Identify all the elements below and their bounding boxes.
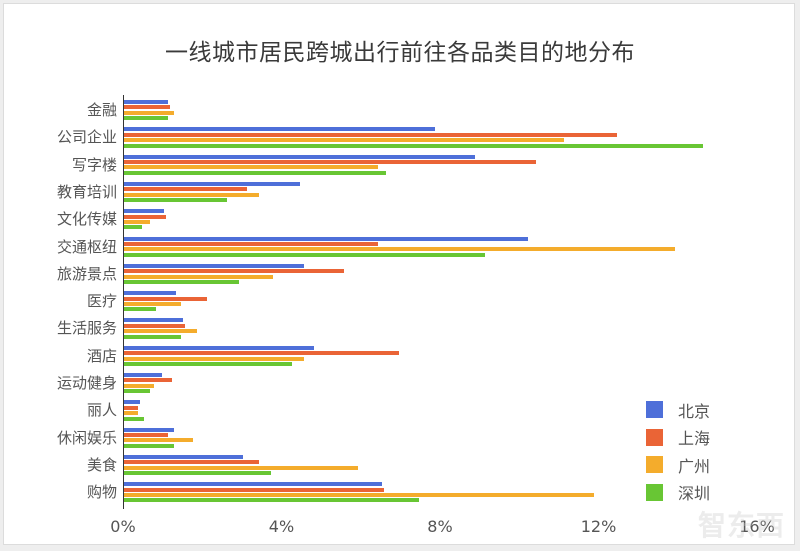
bar [124, 378, 172, 383]
y-category-label: 酒店 [86, 346, 117, 365]
bar [124, 307, 156, 312]
bar [124, 187, 247, 192]
bar [124, 443, 174, 448]
bar [124, 345, 315, 350]
bar [124, 247, 675, 252]
bar [124, 427, 174, 432]
bar [124, 138, 564, 143]
bar [124, 351, 400, 356]
bar [124, 236, 529, 241]
legend-item[interactable]: 深圳 [646, 479, 710, 507]
bar [124, 498, 420, 503]
y-category-label: 运动健身 [56, 374, 117, 392]
x-tick-label: 0% [110, 517, 136, 536]
bar [124, 269, 344, 274]
y-category-label: 文化传媒 [56, 210, 117, 229]
legend-label: 北京 [678, 401, 711, 421]
bar [124, 493, 594, 497]
y-category-label: 公司企业 [56, 128, 117, 147]
y-category-label: 生活服务 [56, 319, 117, 338]
bar [124, 160, 537, 164]
bar [124, 405, 138, 410]
legend-swatch-icon [646, 428, 663, 446]
legend-swatch-icon [646, 401, 663, 419]
x-tick-label: 12% [580, 517, 617, 536]
bar [124, 487, 384, 492]
y-category-label: 教育培训 [56, 182, 117, 201]
bar [124, 198, 228, 203]
bar [124, 329, 198, 334]
y-category-label: 美食 [86, 455, 117, 474]
bar [124, 132, 618, 137]
bar [124, 192, 259, 197]
x-tick-label: 8% [427, 517, 453, 536]
bar [124, 252, 485, 257]
legend-label: 广州 [678, 456, 711, 476]
bar [124, 373, 162, 377]
bar [124, 181, 301, 186]
bar [124, 416, 144, 421]
bar [124, 438, 194, 443]
bar [124, 105, 170, 110]
bar [124, 165, 378, 170]
y-category-label: 医疗 [86, 292, 117, 311]
bar [124, 465, 358, 470]
bar [124, 383, 154, 388]
chart-frame [3, 3, 795, 545]
y-category-label: 写字楼 [71, 155, 117, 174]
legend-item[interactable]: 上海 [646, 424, 710, 452]
bar [124, 471, 271, 476]
y-category-label: 旅游景点 [56, 264, 117, 283]
legend-swatch-icon [646, 456, 663, 474]
y-category-label: 交通枢纽 [56, 237, 117, 256]
legend-item[interactable]: 广州 [646, 451, 710, 479]
bar [124, 433, 168, 437]
legend-item[interactable]: 北京 [646, 396, 710, 424]
watermark: 智东西 [698, 509, 786, 542]
y-category-label: 购物 [86, 483, 117, 502]
bar [124, 356, 305, 361]
y-category-label: 休闲娱乐 [56, 428, 117, 447]
bar [124, 323, 186, 328]
bar [124, 100, 168, 104]
bar [124, 241, 378, 246]
bar [124, 274, 273, 279]
bar [124, 296, 208, 301]
y-category-label: 丽人 [86, 401, 117, 420]
bar [124, 263, 305, 268]
bar [124, 361, 293, 366]
bar [124, 411, 138, 416]
bar [124, 482, 382, 487]
chart-title: 一线城市居民跨城出行前往各品类目的地分布 [165, 40, 635, 66]
bar [124, 318, 184, 323]
legend: 北京 上海 广州 深圳 [646, 396, 710, 506]
bar [124, 154, 475, 159]
bar [124, 170, 386, 175]
legend-label: 深圳 [678, 484, 711, 504]
y-category-label: 金融 [86, 101, 117, 119]
bar [124, 454, 243, 459]
bar [124, 220, 150, 224]
bar [124, 291, 176, 296]
bar [124, 143, 703, 148]
bar [124, 214, 166, 219]
legend-label: 上海 [678, 429, 711, 449]
x-tick-label: 16% [739, 517, 775, 536]
y-axis-line [123, 95, 124, 509]
bar [124, 127, 436, 132]
bar [124, 225, 142, 230]
bar [124, 280, 239, 284]
bar [124, 110, 174, 115]
bar [124, 334, 182, 339]
legend-swatch-icon [646, 483, 663, 501]
bar [124, 301, 182, 306]
bar [124, 460, 259, 465]
bar [124, 389, 150, 394]
x-tick-label: 4% [268, 517, 295, 536]
bar [124, 116, 168, 121]
bar [124, 400, 140, 405]
bar [124, 209, 164, 214]
